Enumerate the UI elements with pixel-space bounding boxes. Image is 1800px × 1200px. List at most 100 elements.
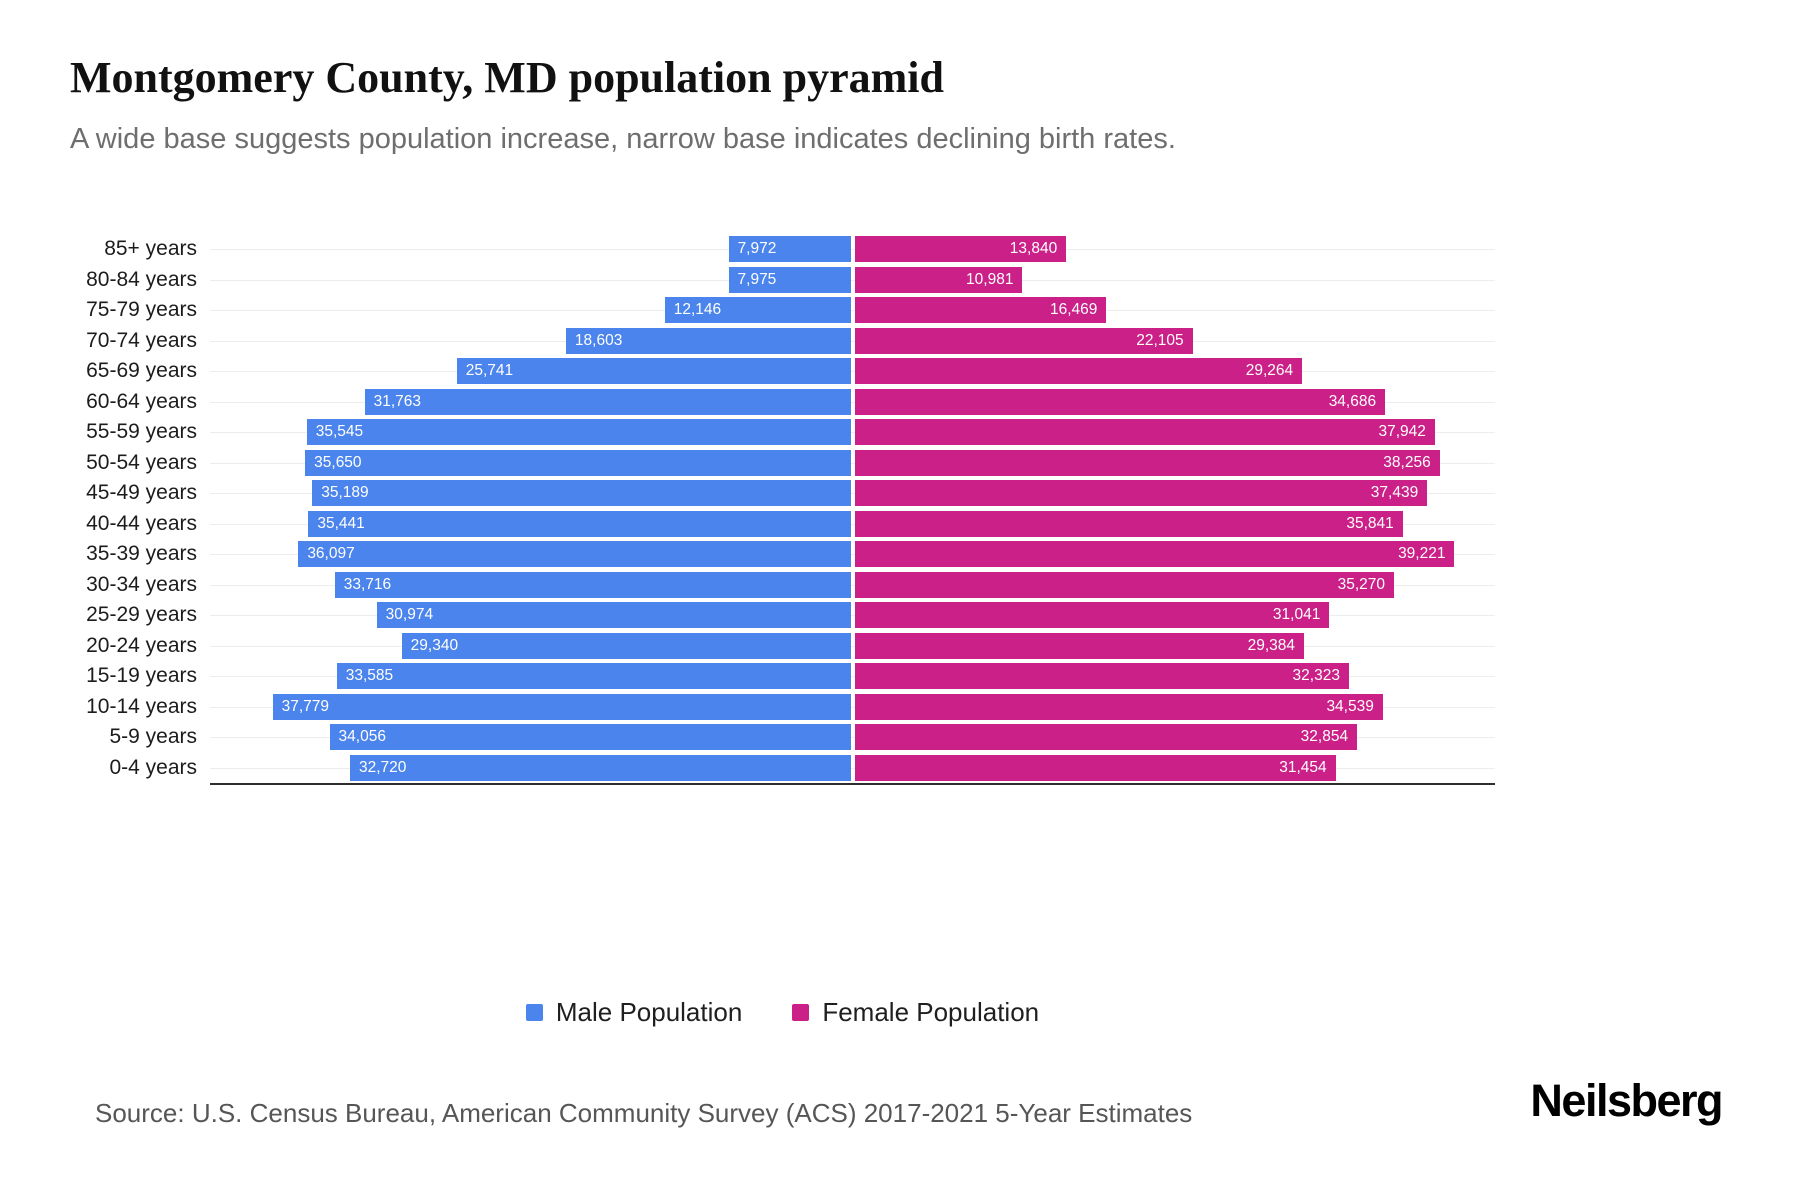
age-group-label: 30-34 years xyxy=(86,572,197,596)
female-bar[interactable]: 32,854 xyxy=(854,724,1358,751)
female-bar[interactable]: 29,384 xyxy=(854,632,1304,659)
male-bar[interactable]: 31,763 xyxy=(364,388,851,415)
row-track: 32,720 31,454 xyxy=(210,754,1495,781)
row-track: 29,340 29,384 xyxy=(210,632,1495,659)
age-group-label: 60-64 years xyxy=(86,389,197,413)
male-bar[interactable]: 33,585 xyxy=(336,663,851,690)
male-bar[interactable]: 30,974 xyxy=(376,602,851,629)
row-track: 12,146 16,469 xyxy=(210,297,1495,324)
male-bar[interactable]: 25,741 xyxy=(456,358,851,385)
legend-item-male[interactable]: Male Population xyxy=(525,997,742,1028)
female-bar-value: 38,256 xyxy=(1383,453,1431,471)
left-half: 33,585 xyxy=(210,663,853,690)
row-track: 35,545 37,942 xyxy=(210,419,1495,446)
legend-item-female[interactable]: Female Population xyxy=(792,997,1039,1028)
female-bar-value: 35,270 xyxy=(1337,575,1386,593)
female-bar[interactable]: 38,256 xyxy=(854,449,1440,476)
male-bar[interactable]: 33,716 xyxy=(334,571,851,598)
row-track: 37,779 34,539 xyxy=(210,693,1495,720)
female-bar[interactable]: 22,105 xyxy=(854,327,1193,354)
male-bar-value: 33,585 xyxy=(345,667,394,685)
female-bar-value: 32,323 xyxy=(1292,667,1340,685)
right-half: 32,854 xyxy=(853,724,1496,751)
row-track: 35,441 35,841 xyxy=(210,510,1496,537)
female-bar[interactable]: 31,041 xyxy=(854,602,1330,629)
male-bar[interactable]: 35,545 xyxy=(306,419,851,446)
right-half: 35,270 xyxy=(853,571,1496,598)
x-axis-line xyxy=(210,783,1495,785)
female-bar-value: 22,105 xyxy=(1136,331,1184,349)
male-bar[interactable]: 18,603 xyxy=(565,327,851,354)
female-bar[interactable]: 34,539 xyxy=(854,693,1383,720)
left-half: 35,545 xyxy=(210,419,853,446)
pyramid-row: 35-39 years 36,097 39,221 xyxy=(70,539,1495,570)
male-legend-swatch-icon xyxy=(525,1004,543,1021)
row-track: 36,097 39,221 xyxy=(210,541,1495,568)
right-half: 22,105 xyxy=(853,327,1496,354)
female-bar-value: 10,981 xyxy=(966,270,1014,288)
left-half: 34,056 xyxy=(210,724,853,751)
female-bar[interactable]: 35,841 xyxy=(854,510,1403,537)
age-group-label: 25-29 years xyxy=(86,603,197,627)
female-legend-label: Female Population xyxy=(822,997,1040,1027)
female-bar-value: 37,942 xyxy=(1378,423,1426,441)
age-group-label: 5-9 years xyxy=(109,725,197,749)
male-bar[interactable]: 29,340 xyxy=(401,632,851,659)
pyramid-row: 65-69 years 25,741 29,264 xyxy=(70,356,1495,387)
age-group-label: 20-24 years xyxy=(86,633,197,657)
male-bar-value: 30,974 xyxy=(385,606,434,624)
male-bar-value: 25,741 xyxy=(465,362,514,380)
left-half: 35,441 xyxy=(210,510,853,537)
gridline xyxy=(210,462,1495,464)
pyramid-row: 60-64 years 31,763 34,686 xyxy=(70,387,1495,418)
pyramid-row: 20-24 years 29,340 29,384 xyxy=(70,631,1495,662)
age-group-label: 80-84 years xyxy=(86,267,197,291)
male-bar[interactable]: 12,146 xyxy=(664,297,851,324)
female-bar[interactable]: 32,323 xyxy=(854,663,1349,690)
male-bar-value: 33,716 xyxy=(343,575,392,593)
male-bar[interactable]: 37,779 xyxy=(272,693,851,720)
pyramid-row: 15-19 years 33,585 32,323 xyxy=(70,661,1495,692)
female-bar[interactable]: 39,221 xyxy=(854,541,1455,568)
male-bar-value: 32,720 xyxy=(358,758,407,776)
female-bar-value: 34,539 xyxy=(1326,697,1374,715)
male-bar[interactable]: 34,056 xyxy=(329,724,851,751)
female-bar-value: 35,841 xyxy=(1346,514,1394,532)
male-bar[interactable]: 35,441 xyxy=(308,510,851,537)
female-bar[interactable]: 29,264 xyxy=(854,358,1303,385)
female-legend-swatch-icon xyxy=(792,1004,810,1021)
female-bar[interactable]: 37,439 xyxy=(854,480,1428,507)
left-half: 29,340 xyxy=(210,632,853,659)
pyramid-row: 70-74 years 18,603 22,105 xyxy=(70,326,1495,357)
female-bar[interactable]: 16,469 xyxy=(854,297,1107,324)
female-bar[interactable]: 35,270 xyxy=(854,571,1395,598)
male-bar[interactable]: 32,720 xyxy=(349,754,851,781)
gridline xyxy=(210,310,1495,312)
pyramid-rows: 85+ years 7,972 13,840 80-84 years 7,975 10,9… xyxy=(70,234,1495,783)
female-bar[interactable]: 13,840 xyxy=(854,236,1067,263)
male-bar-value: 34,056 xyxy=(338,728,386,746)
left-half: 30,974 xyxy=(210,602,853,629)
female-bar[interactable]: 34,686 xyxy=(854,388,1386,415)
row-track: 33,716 35,270 xyxy=(210,571,1496,598)
male-bar[interactable]: 7,975 xyxy=(728,266,851,293)
gridline xyxy=(210,706,1495,708)
female-bar[interactable]: 31,454 xyxy=(854,754,1336,781)
male-bar[interactable]: 36,097 xyxy=(298,541,851,568)
row-track: 35,189 37,439 xyxy=(210,480,1495,507)
gridline xyxy=(210,340,1495,342)
female-bar[interactable]: 37,942 xyxy=(854,419,1435,446)
male-bar[interactable]: 35,189 xyxy=(312,480,851,507)
age-group-label: 50-54 years xyxy=(86,450,197,474)
male-bar[interactable]: 35,650 xyxy=(305,449,851,476)
female-bar[interactable]: 10,981 xyxy=(854,266,1023,293)
row-track: 7,975 10,981 xyxy=(210,266,1495,293)
female-bar-value: 16,469 xyxy=(1050,301,1098,319)
pyramid-row: 85+ years 7,972 13,840 xyxy=(70,234,1495,265)
male-bar[interactable]: 7,972 xyxy=(728,236,851,263)
male-bar-value: 36,097 xyxy=(307,545,355,563)
row-track: 31,763 34,686 xyxy=(210,388,1495,415)
age-group-label: 10-14 years xyxy=(86,694,197,718)
female-bar-value: 29,264 xyxy=(1245,362,1294,380)
right-half: 35,841 xyxy=(853,510,1496,537)
